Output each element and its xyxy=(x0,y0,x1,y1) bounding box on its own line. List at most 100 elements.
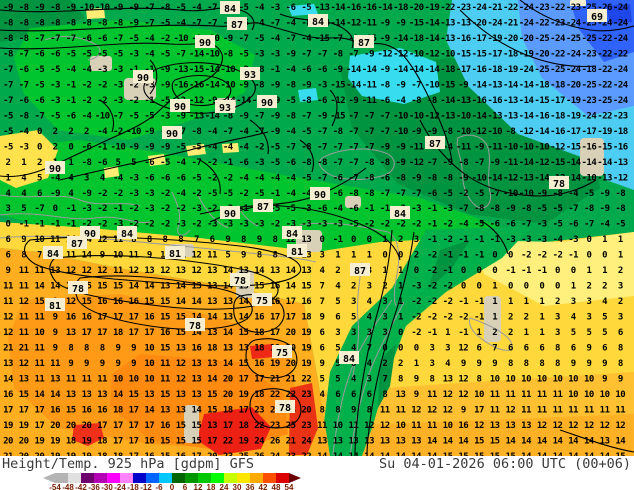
svg-text:5: 5 xyxy=(602,313,607,323)
svg-text:3: 3 xyxy=(351,297,356,307)
svg-text:9: 9 xyxy=(53,328,58,338)
svg-text:9: 9 xyxy=(115,359,120,369)
svg-text:2: 2 xyxy=(555,297,560,307)
svg-text:-14: -14 xyxy=(205,65,221,75)
svg-text:14: 14 xyxy=(223,328,234,338)
svg-text:-7: -7 xyxy=(427,158,437,168)
svg-text:17: 17 xyxy=(286,313,296,323)
svg-text:11: 11 xyxy=(82,375,92,385)
svg-text:6: 6 xyxy=(6,251,11,261)
svg-text:10: 10 xyxy=(490,375,500,385)
svg-text:8: 8 xyxy=(320,406,325,416)
svg-text:0: 0 xyxy=(6,220,11,230)
svg-text:-2: -2 xyxy=(411,328,421,338)
svg-text:13: 13 xyxy=(239,344,249,354)
svg-text:-5: -5 xyxy=(160,49,170,59)
svg-text:12: 12 xyxy=(66,297,76,307)
svg-text:18: 18 xyxy=(254,390,264,400)
svg-text:11: 11 xyxy=(129,251,139,261)
svg-text:0: 0 xyxy=(539,282,544,292)
svg-text:-7: -7 xyxy=(458,204,468,214)
svg-text:-3: -3 xyxy=(129,173,139,183)
svg-text:21: 21 xyxy=(270,375,280,385)
svg-text:-20: -20 xyxy=(472,19,487,29)
svg-text:11: 11 xyxy=(34,313,44,323)
svg-text:1: 1 xyxy=(335,251,340,261)
svg-text:-3: -3 xyxy=(254,49,264,59)
svg-text:20: 20 xyxy=(223,375,233,385)
svg-text:13: 13 xyxy=(521,421,531,431)
svg-text:22: 22 xyxy=(254,421,264,431)
svg-text:2: 2 xyxy=(398,235,403,245)
svg-text:11: 11 xyxy=(521,390,531,400)
svg-text:17: 17 xyxy=(286,297,296,307)
svg-text:-3: -3 xyxy=(129,49,139,59)
svg-text:-11: -11 xyxy=(362,96,377,106)
svg-text:12: 12 xyxy=(176,359,186,369)
svg-text:-23: -23 xyxy=(582,49,597,59)
svg-text:-25: -25 xyxy=(582,34,597,44)
svg-text:19: 19 xyxy=(19,421,29,431)
svg-text:-25: -25 xyxy=(534,34,549,44)
svg-text:14: 14 xyxy=(568,452,579,456)
svg-text:4: 4 xyxy=(351,344,357,354)
svg-text:13: 13 xyxy=(270,266,280,276)
svg-text:11: 11 xyxy=(160,375,170,385)
svg-text:-9: -9 xyxy=(207,96,217,106)
svg-text:-6: -6 xyxy=(144,173,154,183)
svg-text:16: 16 xyxy=(144,313,154,323)
svg-text:13: 13 xyxy=(160,406,170,416)
svg-text:13: 13 xyxy=(396,436,406,446)
svg-text:-2: -2 xyxy=(443,220,453,230)
svg-text:81: 81 xyxy=(49,301,61,312)
svg-text:8: 8 xyxy=(524,359,529,369)
svg-text:9: 9 xyxy=(586,359,591,369)
svg-text:-2: -2 xyxy=(458,313,468,323)
svg-text:11: 11 xyxy=(19,282,29,292)
svg-text:17: 17 xyxy=(144,328,154,338)
svg-text:15: 15 xyxy=(160,313,170,323)
svg-text:-3: -3 xyxy=(113,80,123,90)
svg-text:-7: -7 xyxy=(254,127,264,137)
svg-text:9: 9 xyxy=(492,359,497,369)
svg-text:-9: -9 xyxy=(176,111,186,121)
svg-text:1: 1 xyxy=(21,158,26,168)
svg-text:0: 0 xyxy=(37,142,42,152)
svg-text:-2: -2 xyxy=(207,158,217,168)
svg-text:-2: -2 xyxy=(427,251,437,261)
svg-text:8: 8 xyxy=(257,251,262,261)
svg-text:11: 11 xyxy=(348,421,358,431)
svg-text:-4: -4 xyxy=(50,173,61,183)
svg-text:12: 12 xyxy=(286,235,296,245)
svg-text:-24: -24 xyxy=(519,65,535,75)
svg-text:-8: -8 xyxy=(411,96,421,106)
svg-text:11: 11 xyxy=(537,390,547,400)
svg-text:16: 16 xyxy=(82,406,92,416)
svg-text:11: 11 xyxy=(19,266,29,276)
svg-text:14: 14 xyxy=(333,452,344,456)
svg-text:8: 8 xyxy=(618,344,623,354)
svg-text:10: 10 xyxy=(443,421,453,431)
svg-text:-8: -8 xyxy=(615,189,625,199)
svg-text:9: 9 xyxy=(84,359,89,369)
svg-text:-1: -1 xyxy=(474,235,484,245)
svg-text:-25: -25 xyxy=(582,19,597,29)
svg-text:-15: -15 xyxy=(330,80,345,90)
svg-text:-25: -25 xyxy=(582,80,597,90)
svg-text:-8: -8 xyxy=(82,158,92,168)
svg-text:17: 17 xyxy=(113,436,123,446)
svg-text:6: 6 xyxy=(477,344,482,354)
svg-text:-10: -10 xyxy=(456,127,471,137)
svg-text:13: 13 xyxy=(19,375,29,385)
svg-text:-4: -4 xyxy=(176,158,187,168)
svg-text:-3: -3 xyxy=(50,96,60,106)
weather-map-canvas: -9-8-9-8-9-10-10-9-9-7-8-5-4-7-4-5-4-3-6… xyxy=(0,0,634,456)
svg-text:-5: -5 xyxy=(129,111,139,121)
svg-text:-2: -2 xyxy=(537,251,547,261)
svg-text:-2: -2 xyxy=(443,313,453,323)
svg-text:0: 0 xyxy=(367,235,372,245)
svg-text:9: 9 xyxy=(53,313,58,323)
svg-text:-7: -7 xyxy=(50,34,60,44)
svg-text:23: 23 xyxy=(254,406,264,416)
status-bar: Height/Temp. 925 hPa [gdpm] GFS Su 04-01… xyxy=(0,456,634,490)
